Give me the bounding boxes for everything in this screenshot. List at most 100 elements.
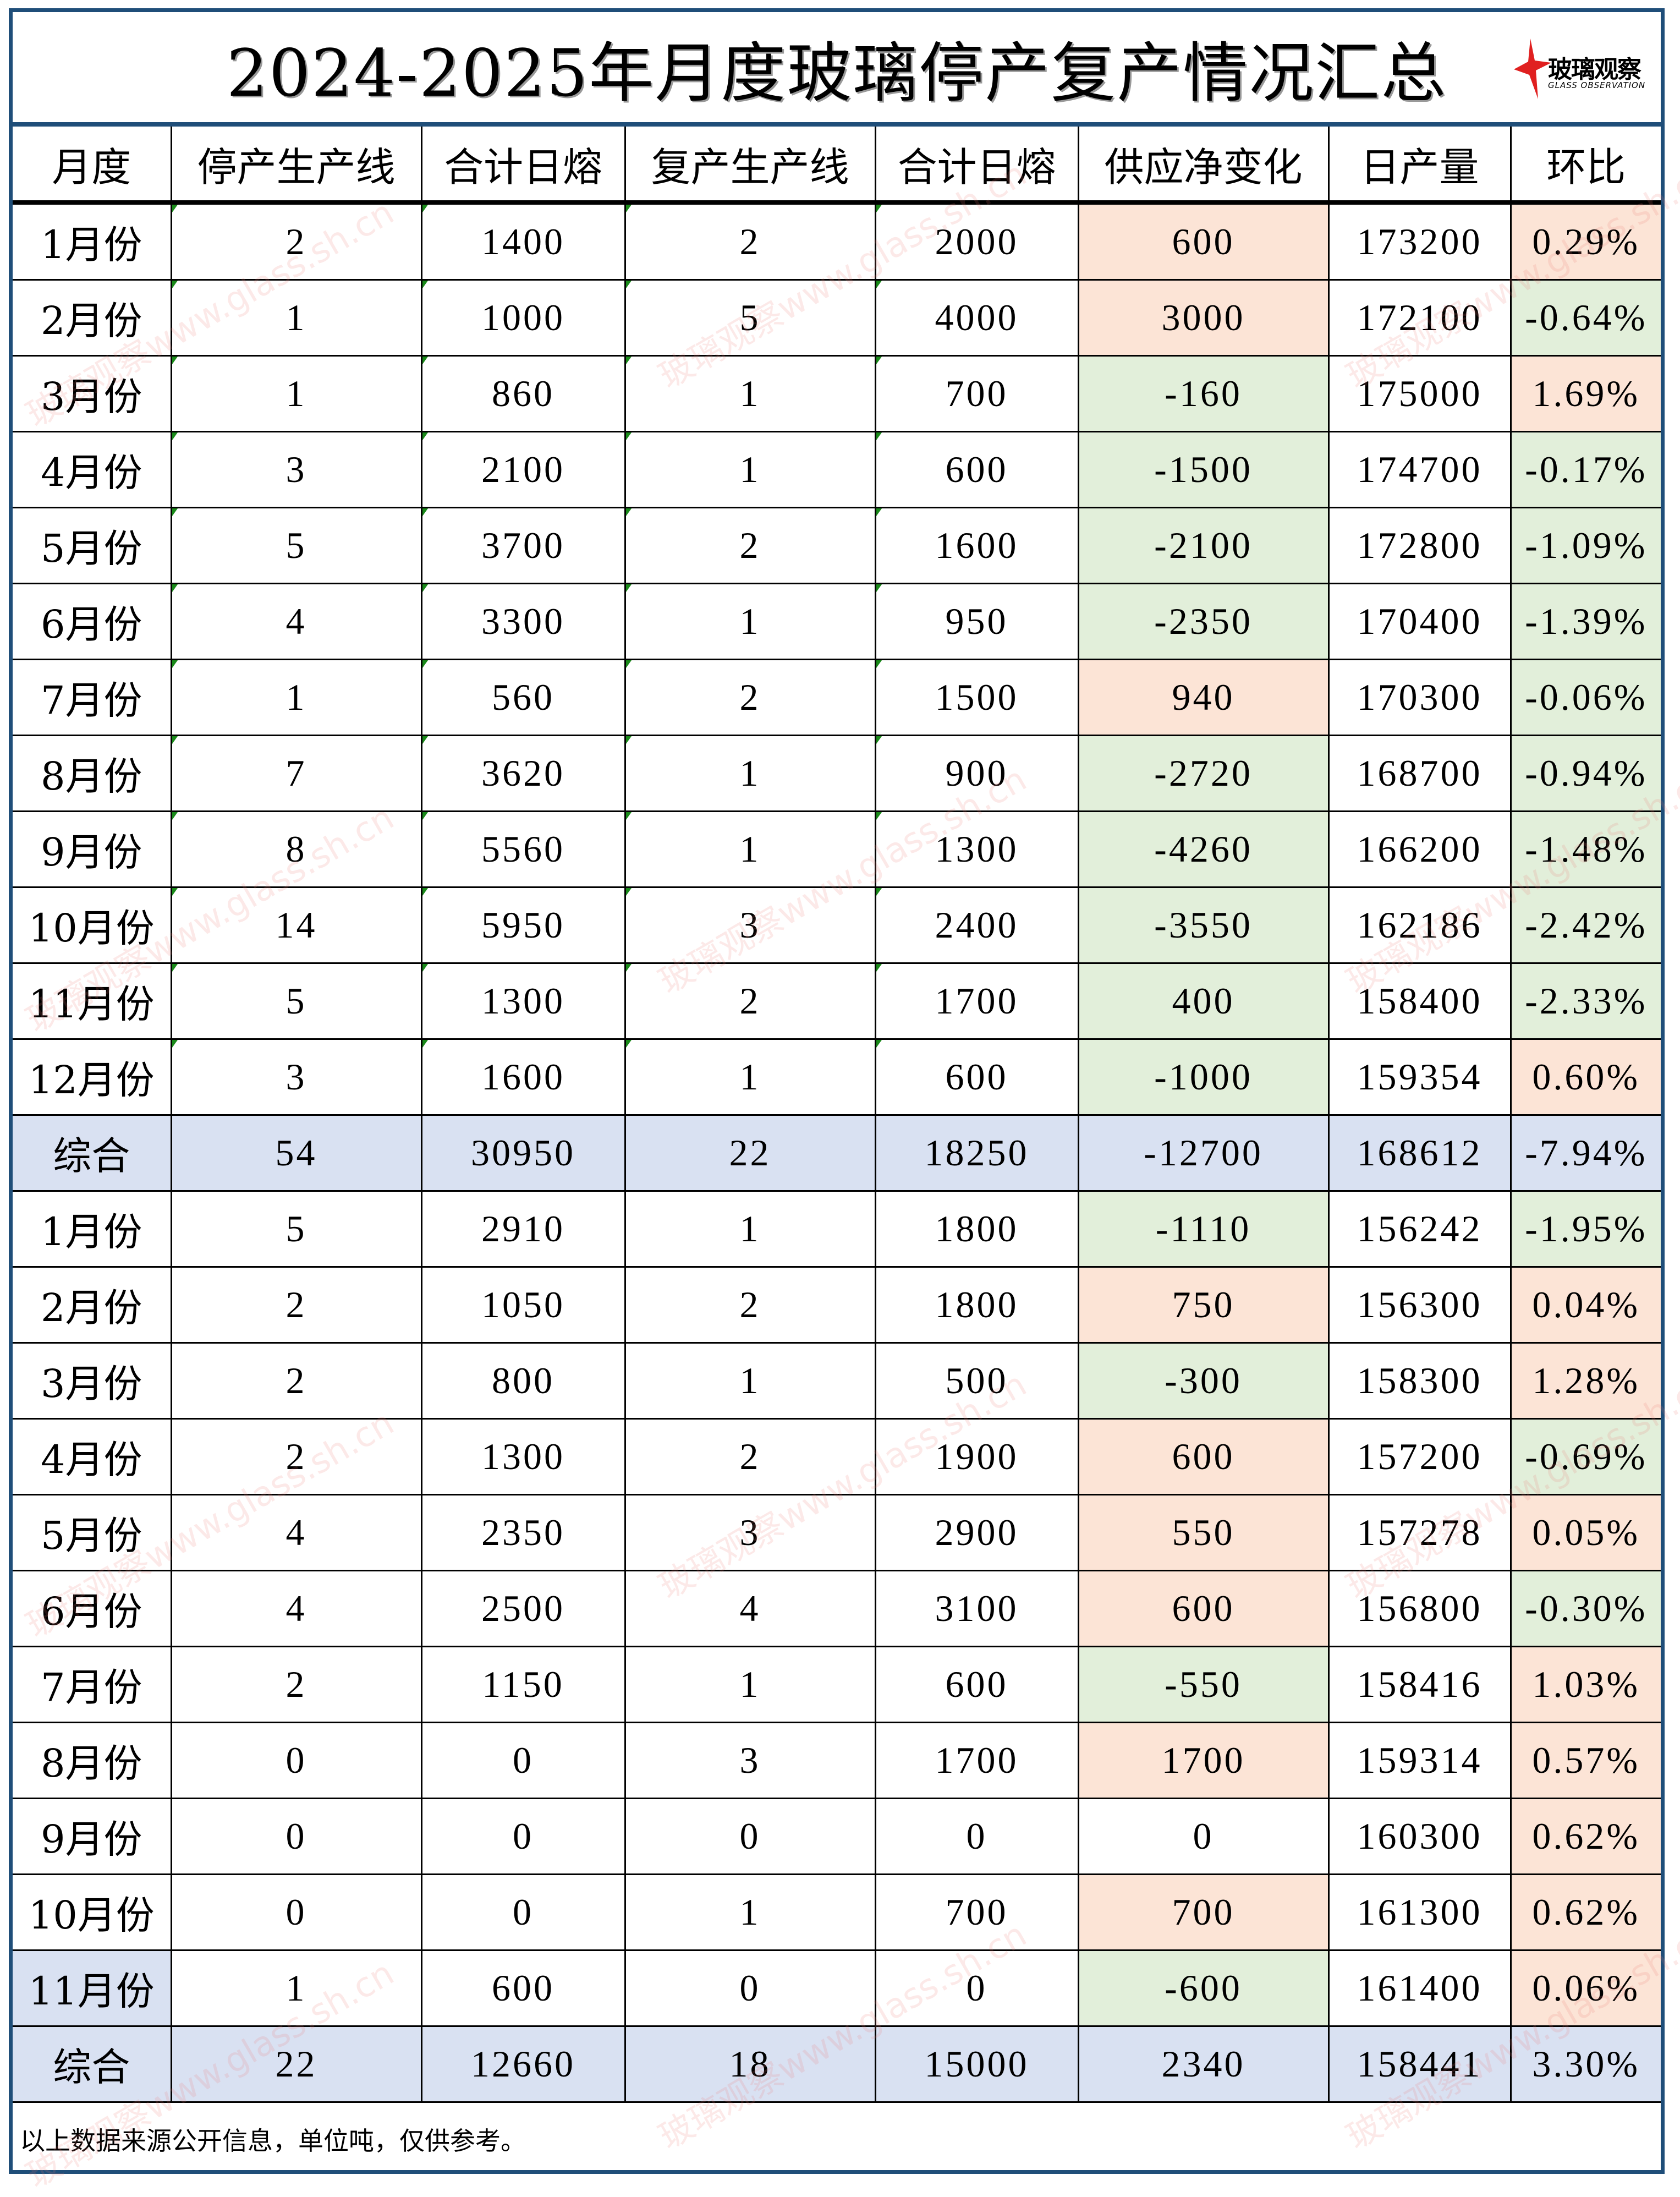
stop-lines-cell: 5 [170, 962, 422, 1040]
footer-note: 以上数据来源公开信息，单位吨，仅供参考。 [20, 2126, 526, 2156]
table-row: 1月份 2 1400 2 2000 600 173200 0.29% [13, 201, 1661, 281]
daily-output-cell: 158400 [1327, 962, 1512, 1040]
daily-output-cell: 168700 [1327, 735, 1512, 812]
resume-lines-cell: 1 [624, 810, 876, 888]
table-body: 1月份 2 1400 2 2000 600 173200 0.29% 2月份 1 1000 5 4000… [13, 201, 1661, 2103]
logo: 玻璃观察 GLASS OBSERVATION [1514, 39, 1657, 105]
month-cell: 11月份 [13, 962, 172, 1040]
net-change-cell: 2340 [1077, 2025, 1330, 2103]
header-resume-melt: 合计日熔 [874, 127, 1079, 205]
stop-lines-cell: 2 [170, 1266, 422, 1344]
mom-cell: 1.28% [1509, 1342, 1661, 1420]
daily-output-cell: 161400 [1327, 1949, 1512, 2027]
net-change-cell: -550 [1077, 1646, 1330, 1723]
mom-cell: 0.57% [1509, 1722, 1661, 1799]
resume-melt-cell: 0 [874, 1949, 1079, 2027]
daily-output-cell: 160300 [1327, 1798, 1512, 1875]
mom-cell: 0.60% [1509, 1038, 1661, 1116]
daily-output-cell: 172800 [1327, 507, 1512, 584]
header-stop-lines: 停产生产线 [170, 127, 422, 205]
daily-output-cell: 170400 [1327, 583, 1512, 660]
daily-output-cell: 168612 [1327, 1114, 1512, 1192]
mom-cell: -1.09% [1509, 507, 1661, 584]
resume-melt-cell: 4000 [874, 279, 1079, 357]
resume-melt-cell: 1500 [874, 659, 1079, 736]
month-cell: 11月份 [13, 1949, 172, 2027]
daily-output-cell: 170300 [1327, 659, 1512, 736]
mom-cell: 3.30% [1509, 2025, 1661, 2103]
resume-lines-cell: 1 [624, 1190, 876, 1268]
resume-melt-cell: 15000 [874, 2025, 1079, 2103]
net-change-cell: -1500 [1077, 431, 1330, 508]
net-change-cell: -160 [1077, 355, 1330, 432]
stop-lines-cell: 7 [170, 735, 422, 812]
resume-melt-cell: 1900 [874, 1418, 1079, 1495]
resume-lines-cell: 3 [624, 1494, 876, 1571]
net-change-cell: 400 [1077, 962, 1330, 1040]
resume-melt-cell: 1700 [874, 1722, 1079, 1799]
header-net-change: 供应净变化 [1077, 127, 1330, 205]
resume-lines-cell: 0 [624, 1949, 876, 2027]
mom-cell: -0.64% [1509, 279, 1661, 357]
table-row: 10月份 0 0 1 700 700 161300 0.62% [13, 1873, 1661, 1951]
resume-melt-cell: 600 [874, 431, 1079, 508]
mom-cell: -0.94% [1509, 735, 1661, 812]
header-resume-lines: 复产生产线 [624, 127, 876, 205]
month-cell: 5月份 [13, 1494, 172, 1571]
resume-melt-cell: 2400 [874, 886, 1079, 964]
stop-lines-cell: 14 [170, 886, 422, 964]
daily-output-cell: 173200 [1327, 201, 1512, 281]
resume-lines-cell: 18 [624, 2025, 876, 2103]
month-cell: 4月份 [13, 1418, 172, 1495]
table-row: 7月份 2 1150 1 600 -550 158416 1.03% [13, 1646, 1661, 1723]
stop-lines-cell: 1 [170, 279, 422, 357]
month-cell: 9月份 [13, 810, 172, 888]
header-row: 月度 停产生产线 合计日熔 复产生产线 合计日熔 供应净变化 日产量 环比 [13, 127, 1661, 205]
stop-melt-cell: 600 [420, 1949, 626, 2027]
daily-output-cell: 158441 [1327, 2025, 1512, 2103]
mom-cell: 1.69% [1509, 355, 1661, 432]
net-change-cell: 700 [1077, 1873, 1330, 1951]
resume-lines-cell: 2 [624, 201, 876, 281]
daily-output-cell: 158300 [1327, 1342, 1512, 1420]
net-change-cell: -2720 [1077, 735, 1330, 812]
table-row: 11月份 5 1300 2 1700 400 158400 -2.33% [13, 962, 1661, 1040]
header-mom: 环比 [1509, 127, 1661, 205]
resume-melt-cell: 700 [874, 355, 1079, 432]
stop-lines-cell: 2 [170, 201, 422, 281]
mom-cell: -0.06% [1509, 659, 1661, 736]
resume-melt-cell: 0 [874, 1798, 1079, 1875]
summary-table: 月度 停产生产线 合计日熔 复产生产线 合计日熔 供应净变化 日产量 环比 1月份 2 1400 2… [13, 127, 1661, 2103]
resume-melt-cell: 900 [874, 735, 1079, 812]
table-row: 4月份 2 1300 2 1900 600 157200 -0.69% [13, 1418, 1661, 1495]
resume-lines-cell: 1 [624, 1873, 876, 1951]
stop-lines-cell: 1 [170, 659, 422, 736]
table-row: 2月份 2 1050 2 1800 750 156300 0.04% [13, 1266, 1661, 1344]
daily-output-cell: 172100 [1327, 279, 1512, 357]
stop-lines-cell: 4 [170, 1494, 422, 1571]
resume-melt-cell: 1600 [874, 507, 1079, 584]
stop-melt-cell: 3700 [420, 507, 626, 584]
month-cell: 10月份 [13, 886, 172, 964]
net-change-cell: 940 [1077, 659, 1330, 736]
stop-melt-cell: 2910 [420, 1190, 626, 1268]
logo-brand: 玻璃观察 [1548, 56, 1641, 84]
mom-cell: -1.48% [1509, 810, 1661, 888]
table-row: 5月份 5 3700 2 1600 -2100 172800 -1.09% [13, 507, 1661, 584]
logo-subtitle: GLASS OBSERVATION [1548, 80, 1646, 90]
mom-cell: 1.03% [1509, 1646, 1661, 1723]
table-row: 1月份 5 2910 1 1800 -1110 156242 -1.95% [13, 1190, 1661, 1268]
resume-lines-cell: 2 [624, 1418, 876, 1495]
net-change-cell: -12700 [1077, 1114, 1330, 1192]
resume-lines-cell: 4 [624, 1570, 876, 1647]
net-change-cell: 3000 [1077, 279, 1330, 357]
daily-output-cell: 159314 [1327, 1722, 1512, 1799]
stop-melt-cell: 1000 [420, 279, 626, 357]
table-row: 7月份 1 560 2 1500 940 170300 -0.06% [13, 659, 1661, 736]
daily-output-cell: 158416 [1327, 1646, 1512, 1723]
net-change-cell: -3550 [1077, 886, 1330, 964]
month-cell: 7月份 [13, 1646, 172, 1723]
mom-cell: -0.69% [1509, 1418, 1661, 1495]
net-change-cell: -2350 [1077, 583, 1330, 660]
table-row: 9月份 8 5560 1 1300 -4260 166200 -1.48% [13, 810, 1661, 888]
